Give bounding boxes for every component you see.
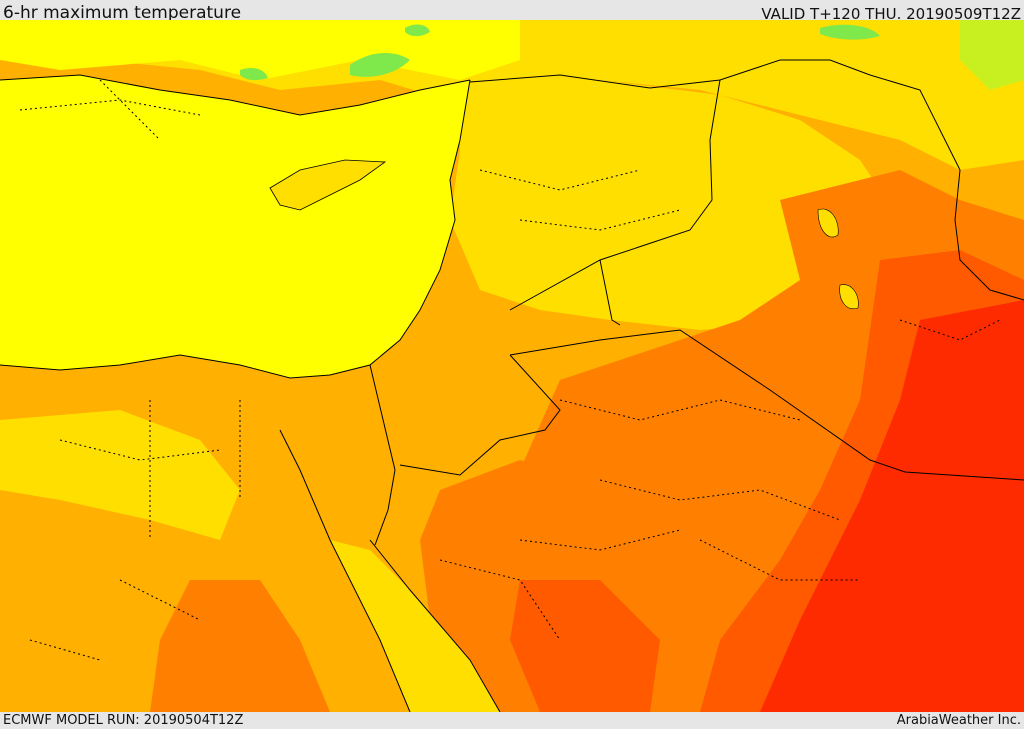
red-sea (330, 540, 500, 712)
coastline-gulf-aqaba (374, 469, 396, 546)
temp-zone-green-3 (405, 24, 430, 37)
temp-zone-syria (450, 80, 900, 330)
model-run-label: ECMWF MODEL RUN: 20190504T12Z (3, 713, 244, 728)
temp-zone-green-1 (350, 53, 410, 77)
lake-habbaniyah (839, 284, 859, 310)
cyprus (269, 159, 387, 211)
border-jordan-saudi (509, 329, 1024, 481)
temp-zone-saudi-west (510, 580, 660, 712)
mediterranean-sea (0, 75, 470, 378)
temp-zone-egypt-nile (0, 410, 240, 540)
temperature-map[interactable] (0, 20, 1024, 712)
border-egypt-israel (369, 364, 396, 471)
temp-zone-hottest (760, 300, 1024, 712)
border-iraq-syria (509, 79, 721, 311)
header-bar: 6-hr maximum temperature VALID T+120 THU… (0, 0, 1024, 23)
coastline-red-sea-east (369, 539, 501, 712)
border-jordan-iraq (599, 259, 621, 326)
credit-label: ArabiaWeather Inc. (896, 713, 1021, 728)
border-jordan-south (399, 354, 561, 476)
coastline-red-sea-west (279, 429, 411, 712)
temp-zone-egypt-south (150, 580, 330, 712)
lake-tharthar (817, 208, 839, 238)
temp-zone-lightgreen (960, 20, 1024, 90)
temp-zone-green-4 (820, 24, 880, 40)
map-title: 6-hr maximum temperature (3, 3, 242, 23)
coastline-north (0, 74, 471, 116)
temp-zone-green-2 (240, 67, 268, 81)
footer-bar: ECMWF MODEL RUN: 20190504T12Z ArabiaWeat… (0, 712, 1024, 729)
border-iraq-iran (869, 74, 1024, 301)
valid-time-label: VALID T+120 THU. 20190509T12Z (761, 5, 1021, 23)
admin-borders-dotted (19, 79, 1001, 661)
